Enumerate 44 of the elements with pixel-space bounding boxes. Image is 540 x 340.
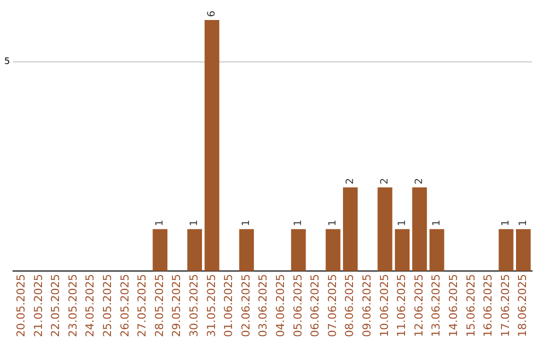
x-tick-label: 30.05.2025 (188, 274, 201, 338)
x-tick-label: 05.06.2025 (291, 274, 304, 338)
x-tick-label: 02.06.2025 (239, 274, 252, 338)
x-tick-label: 04.06.2025 (274, 274, 288, 338)
data-label: 1 (431, 220, 442, 226)
x-tick-label: 20.05.2025 (14, 274, 28, 338)
data-label: 2 (344, 178, 356, 184)
x-tick-label: 24.05.2025 (84, 274, 97, 338)
x-tick-label: 15.06.2025 (464, 274, 478, 338)
x-tick-label: 10.06.2025 (378, 274, 391, 338)
data-label: 2 (414, 178, 426, 184)
x-tick-label: 11.06.2025 (395, 274, 408, 338)
x-tick-label: 27.05.2025 (136, 274, 149, 338)
data-label: 1 (518, 220, 529, 226)
x-tick-label: 13.06.2025 (430, 274, 443, 338)
x-tick-label: 31.05.2025 (204, 274, 218, 338)
data-label: 1 (154, 220, 166, 226)
x-tick-label: 16.06.2025 (482, 274, 495, 338)
x-tick-label: 06.06.2025 (308, 274, 322, 338)
data-label: 1 (500, 220, 512, 226)
x-tick-label: 14.06.2025 (447, 274, 460, 338)
x-tick-label: 25.05.2025 (101, 274, 114, 338)
data-label: 1 (241, 220, 252, 226)
x-tick-label: 29.05.2025 (170, 274, 184, 338)
x-tick-label: 01.06.2025 (222, 274, 236, 338)
x-tick-label: 09.06.2025 (360, 274, 374, 338)
x-tick-label: 07.06.2025 (326, 274, 339, 338)
x-tick-label: 08.06.2025 (343, 274, 356, 338)
x-tick-label: 22.05.2025 (49, 274, 62, 338)
data-label: 2 (380, 178, 391, 184)
data-label: 1 (189, 220, 200, 226)
ref-line-label: 5 (4, 57, 10, 68)
data-label: 1 (328, 220, 339, 226)
x-tick-label: 12.06.2025 (412, 274, 426, 338)
data-label: 1 (396, 220, 408, 226)
x-tick-label: 03.06.2025 (256, 274, 270, 338)
x-tick-label: 28.05.2025 (152, 274, 166, 338)
x-tick-label: 17.06.2025 (498, 274, 512, 338)
x-tick-label: 18.06.2025 (516, 274, 530, 338)
x-tick-label: 21.05.2025 (32, 274, 45, 338)
x-tick-label: 26.05.2025 (118, 274, 132, 338)
data-label: 6 (206, 10, 218, 17)
x-tick-label: 23.05.2025 (66, 274, 80, 338)
data-label: 1 (293, 220, 304, 226)
